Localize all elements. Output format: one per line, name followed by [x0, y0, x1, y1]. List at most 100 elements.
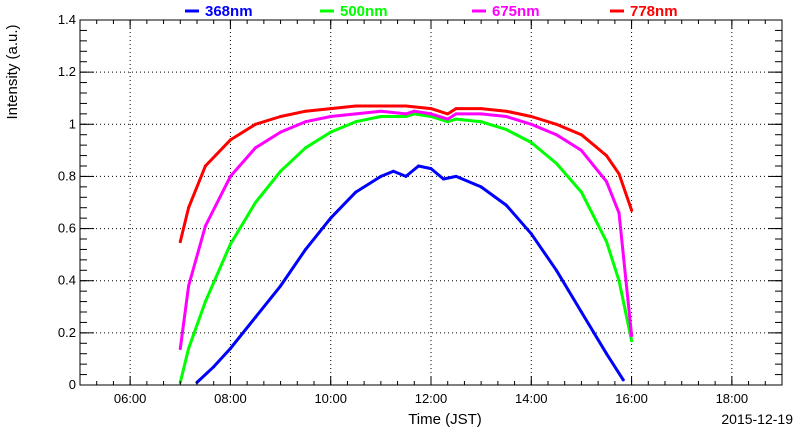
x-tick-label: 18:00 [716, 391, 749, 406]
data-point [329, 114, 333, 118]
data-point [479, 107, 483, 111]
data-point [379, 174, 383, 178]
data-point [479, 120, 483, 124]
data-point [454, 112, 458, 116]
data-point [605, 240, 608, 244]
data-point [454, 174, 458, 178]
data-point [178, 347, 182, 350]
data-point [605, 180, 608, 184]
data-point [354, 104, 358, 108]
data-point [354, 120, 358, 124]
data-point [304, 109, 308, 113]
data-point [279, 169, 283, 173]
data-point [203, 164, 207, 168]
data-point [329, 130, 333, 134]
legend-label: 500nm [340, 3, 388, 20]
data-point [379, 104, 383, 108]
data-point [404, 112, 408, 116]
data-series [178, 104, 634, 384]
data-point [579, 310, 583, 314]
data-point [605, 154, 608, 158]
data-point [203, 224, 207, 228]
data-point [454, 107, 458, 111]
data-point [504, 128, 508, 131]
data-point [228, 174, 232, 178]
data-point [429, 167, 433, 171]
data-point [446, 117, 450, 121]
data-point [504, 109, 508, 113]
y-tick-label: 1.2 [58, 64, 76, 79]
data-point [391, 169, 395, 173]
data-point [579, 133, 583, 137]
y-tick-label: 0.2 [58, 325, 76, 340]
data-point [579, 190, 583, 194]
data-point [617, 172, 621, 176]
data-point [416, 164, 420, 168]
data-point [479, 112, 483, 116]
data-point [630, 339, 634, 343]
legend-label: 368nm [205, 3, 253, 20]
x-tick-label: 16:00 [615, 391, 648, 406]
x-axis-title: Time (JST) [408, 411, 482, 428]
y-tick-label: 0 [69, 377, 76, 392]
data-point [529, 122, 533, 126]
x-tick-label: 12:00 [415, 391, 448, 406]
data-point [354, 112, 358, 116]
data-point [279, 114, 283, 118]
data-point [554, 122, 558, 126]
y-tick-label: 0.8 [58, 168, 76, 183]
data-point [554, 268, 558, 272]
data-point [446, 120, 450, 124]
y-tick-label: 0.6 [58, 221, 76, 236]
data-point [329, 107, 333, 111]
data-point [446, 112, 450, 116]
data-point [228, 138, 232, 142]
data-point [621, 378, 625, 382]
data-point [228, 347, 232, 350]
data-point [412, 109, 416, 113]
data-point [187, 284, 191, 288]
x-tick-label: 14:00 [515, 391, 548, 406]
data-point [187, 206, 191, 210]
data-point [279, 284, 283, 288]
data-point [304, 120, 308, 124]
y-axis-title: Intensity (a.u.) [4, 24, 21, 119]
data-point [429, 114, 433, 118]
data-point [379, 114, 383, 118]
data-point [304, 247, 308, 251]
data-point [304, 146, 308, 150]
data-point [529, 232, 533, 236]
y-tick-label: 1 [69, 116, 76, 131]
data-point [429, 112, 433, 116]
data-point [529, 114, 533, 118]
date-label: 2015-12-19 [721, 411, 793, 427]
x-tick-label: 10:00 [314, 391, 347, 406]
x-tick-label: 06:00 [114, 391, 147, 406]
data-point [579, 148, 583, 152]
data-point [203, 300, 207, 304]
data-point [178, 240, 182, 244]
data-point [254, 315, 257, 319]
data-point [254, 201, 257, 204]
data-point [228, 242, 232, 246]
data-point [254, 146, 257, 150]
plot-frame [79, 19, 783, 386]
y-tick-label: 0.4 [58, 273, 76, 288]
data-point [429, 107, 433, 111]
series-line-778nm [178, 104, 634, 244]
axes [79, 19, 783, 386]
data-point [617, 279, 621, 283]
data-point [605, 352, 608, 356]
data-point [529, 141, 533, 145]
data-point [404, 114, 408, 118]
data-point [504, 203, 508, 207]
tick-labels: 06:00 08:00 10:00 12:00 14:00 16:00 18:00 0 0.2 0… [58, 12, 748, 406]
series-line-368nm [195, 164, 625, 384]
data-point [479, 185, 483, 189]
data-point [187, 347, 191, 350]
legend-label: 778nm [630, 3, 678, 20]
data-point [442, 177, 446, 181]
data-point [554, 161, 558, 165]
